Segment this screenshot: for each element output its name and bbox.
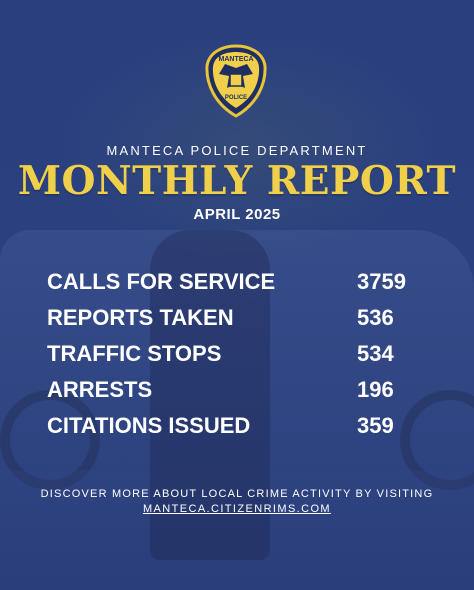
footer-text: DISCOVER MORE ABOUT LOCAL CRIME ACTIVITY… [40, 488, 434, 500]
stat-label: CALLS FOR SERVICE [47, 269, 276, 294]
report-month: APRIL 2025 [193, 206, 281, 223]
footer: DISCOVER MORE ABOUT LOCAL CRIME ACTIVITY… [0, 488, 474, 515]
badge-top-text: MANTECA [219, 56, 254, 63]
stat-value: 534 [357, 341, 394, 366]
stat-row-reports-taken: REPORTS TAKEN 536 [47, 300, 427, 336]
stat-label: CITATIONS ISSUED [47, 413, 251, 438]
stat-row-arrests: ARRESTS 196 [47, 372, 427, 408]
stats-list: CALLS FOR SERVICE 3759 REPORTS TAKEN 536… [47, 264, 427, 444]
stat-value: 3759 [357, 269, 406, 294]
stat-row-traffic-stops: TRAFFIC STOPS 534 [47, 336, 427, 372]
stat-row-citations-issued: CITATIONS ISSUED 359 [47, 408, 427, 444]
background-wheel [400, 390, 474, 490]
stat-label: ARRESTS [47, 377, 153, 402]
citizenrims-link[interactable]: MANTECA.CITIZENRIMS.COM [142, 503, 332, 515]
police-badge-icon: MANTECA POLICE [205, 44, 267, 118]
report-title: MONTHLY REPORT [17, 158, 457, 204]
stat-label: REPORTS TAKEN [47, 305, 234, 330]
stat-value: 196 [357, 377, 394, 402]
background-wheel [0, 390, 100, 490]
stat-value: 536 [357, 305, 394, 330]
department-name: MANTECA POLICE DEPARTMENT [106, 143, 368, 158]
stat-label: TRAFFIC STOPS [47, 341, 222, 366]
badge-bottom-text: POLICE [225, 95, 247, 101]
stat-row-calls-for-service: CALLS FOR SERVICE 3759 [47, 264, 427, 300]
background-officer [150, 230, 270, 560]
background-road [0, 470, 474, 590]
stat-value: 359 [357, 413, 394, 438]
